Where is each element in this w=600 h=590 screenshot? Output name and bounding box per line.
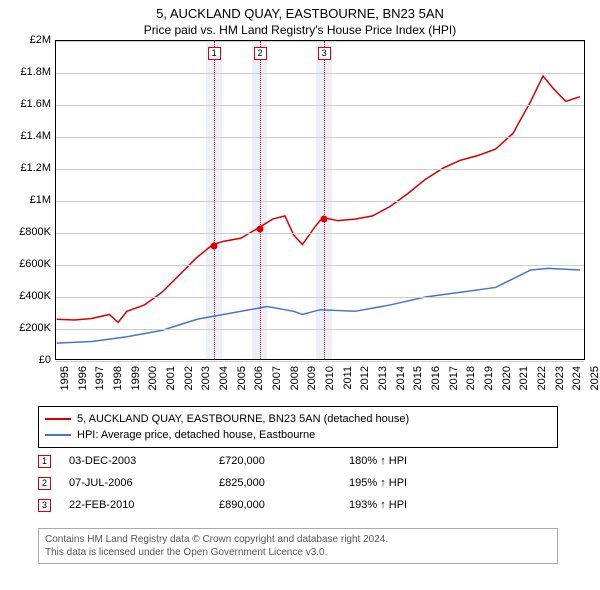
x-tick-label: 2022 bbox=[536, 366, 548, 406]
event-row: 3 22-FEB-2010£890,000193% ↑ HPI bbox=[38, 494, 479, 516]
event-price: £720,000 bbox=[219, 455, 349, 467]
event-date: 03-DEC-2003 bbox=[69, 455, 219, 467]
y-tick-label: £1.4M bbox=[7, 130, 51, 142]
footer-line-2: This data is licensed under the Open Gov… bbox=[45, 546, 551, 559]
event-marker: 3 bbox=[38, 499, 51, 512]
y-tick-label: £1.6M bbox=[7, 98, 51, 110]
x-tick-label: 1996 bbox=[77, 366, 89, 406]
x-tick-label: 2007 bbox=[271, 366, 283, 406]
legend-label: HPI: Average price, detached house, East… bbox=[77, 429, 315, 441]
x-tick-label: 2001 bbox=[165, 366, 177, 406]
price-chart: 1 2 3 bbox=[55, 40, 585, 360]
x-tick-label: 2014 bbox=[395, 366, 407, 406]
marker-vline bbox=[214, 41, 215, 359]
footer-line-1: Contains HM Land Registry data © Crown c… bbox=[45, 533, 551, 546]
event-row: 1 03-DEC-2003£720,000180% ↑ HPI bbox=[38, 450, 479, 472]
event-date: 07-JUL-2006 bbox=[69, 477, 219, 489]
footer-attribution: Contains HM Land Registry data © Crown c… bbox=[38, 528, 558, 564]
x-tick-label: 2012 bbox=[359, 366, 371, 406]
x-tick-label: 2006 bbox=[253, 366, 265, 406]
event-price: £890,000 bbox=[219, 499, 349, 511]
events-table: 1 03-DEC-2003£720,000180% ↑ HPI 2 07-JUL-20… bbox=[38, 450, 479, 516]
x-tick-label: 2008 bbox=[289, 366, 301, 406]
chart-svg bbox=[56, 41, 584, 359]
y-tick-label: £600K bbox=[7, 258, 51, 270]
legend-label: 5, AUCKLAND QUAY, EASTBOURNE, BN23 5AN (… bbox=[77, 413, 409, 425]
legend-swatch bbox=[45, 418, 71, 420]
x-tick-label: 1998 bbox=[112, 366, 124, 406]
event-price: £825,000 bbox=[219, 477, 349, 489]
y-tick-label: £1.2M bbox=[7, 162, 51, 174]
event-date: 22-FEB-2010 bbox=[69, 499, 219, 511]
x-tick-label: 2017 bbox=[448, 366, 460, 406]
x-tick-label: 2016 bbox=[430, 366, 442, 406]
marker-dot-3 bbox=[320, 215, 327, 222]
legend-item: 5, AUCKLAND QUAY, EASTBOURNE, BN23 5AN (… bbox=[45, 411, 551, 427]
marker-box-3: 3 bbox=[318, 47, 331, 60]
x-tick-label: 2010 bbox=[324, 366, 336, 406]
marker-box-2: 2 bbox=[254, 47, 267, 60]
title-line-2: Price paid vs. HM Land Registry's House … bbox=[0, 21, 600, 37]
legend: 5, AUCKLAND QUAY, EASTBOURNE, BN23 5AN (… bbox=[38, 406, 558, 448]
x-tick-label: 2002 bbox=[183, 366, 195, 406]
x-tick-label: 1999 bbox=[130, 366, 142, 406]
x-tick-label: 2018 bbox=[465, 366, 477, 406]
marker-dot-1 bbox=[210, 242, 217, 249]
y-tick-label: £0 bbox=[7, 354, 51, 366]
event-marker: 2 bbox=[38, 477, 51, 490]
legend-item: HPI: Average price, detached house, East… bbox=[45, 427, 551, 443]
y-tick-label: £400K bbox=[7, 290, 51, 302]
x-tick-label: 2005 bbox=[236, 366, 248, 406]
x-tick-label: 2009 bbox=[306, 366, 318, 406]
x-tick-label: 2000 bbox=[147, 366, 159, 406]
y-tick-label: £1.8M bbox=[7, 66, 51, 78]
y-tick-label: £200K bbox=[7, 322, 51, 334]
event-marker: 1 bbox=[38, 455, 51, 468]
x-tick-label: 2011 bbox=[342, 366, 354, 406]
x-tick-label: 2021 bbox=[518, 366, 530, 406]
x-tick-label: 2024 bbox=[571, 366, 583, 406]
x-tick-label: 2019 bbox=[483, 366, 495, 406]
x-tick-label: 2013 bbox=[377, 366, 389, 406]
x-tick-label: 1995 bbox=[59, 366, 71, 406]
event-row: 2 07-JUL-2006£825,000195% ↑ HPI bbox=[38, 472, 479, 494]
y-tick-label: £1M bbox=[7, 194, 51, 206]
marker-vline bbox=[324, 41, 325, 359]
x-tick-label: 2023 bbox=[554, 366, 566, 406]
marker-box-1: 1 bbox=[208, 47, 221, 60]
x-tick-label: 1997 bbox=[94, 366, 106, 406]
marker-dot-2 bbox=[256, 226, 263, 233]
x-tick-label: 2025 bbox=[589, 366, 600, 406]
marker-vline bbox=[260, 41, 261, 359]
series-subject-line bbox=[57, 76, 580, 322]
x-tick-label: 2003 bbox=[200, 366, 212, 406]
x-tick-label: 2004 bbox=[218, 366, 230, 406]
x-tick-label: 2015 bbox=[412, 366, 424, 406]
event-pct: 180% ↑ HPI bbox=[349, 455, 479, 467]
legend-swatch bbox=[45, 434, 71, 436]
event-pct: 193% ↑ HPI bbox=[349, 499, 479, 511]
title-line-1: 5, AUCKLAND QUAY, EASTBOURNE, BN23 5AN bbox=[0, 0, 600, 21]
series-hpi-line bbox=[57, 268, 580, 343]
x-tick-label: 2020 bbox=[501, 366, 513, 406]
y-tick-label: £800K bbox=[7, 226, 51, 238]
event-pct: 195% ↑ HPI bbox=[349, 477, 479, 489]
y-tick-label: £2M bbox=[7, 34, 51, 46]
